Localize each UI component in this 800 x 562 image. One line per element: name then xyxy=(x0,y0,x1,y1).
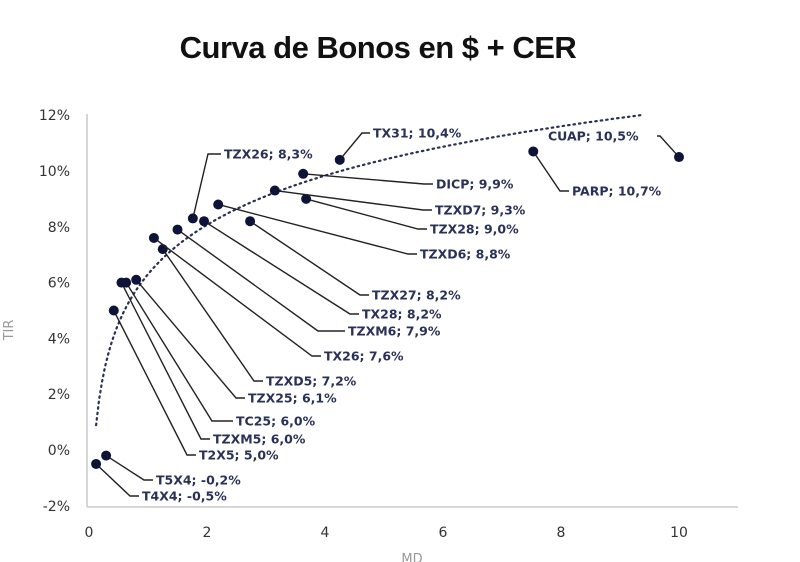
data-point xyxy=(301,193,312,204)
leader-line xyxy=(249,220,369,296)
data-label: PARP; 10,7% xyxy=(572,184,662,199)
data-point xyxy=(674,152,684,163)
data-point xyxy=(108,305,119,316)
y-tick-label: 2% xyxy=(48,387,70,403)
data-label: TZX26; 8,3% xyxy=(224,147,313,162)
y-tick-label: 12% xyxy=(39,108,70,124)
data-point-group: TZXD5; 7,2% xyxy=(157,244,357,389)
data-label: TX28; 8,2% xyxy=(362,307,442,322)
leader-line xyxy=(339,132,370,161)
leader-line xyxy=(135,279,245,399)
data-point-group: TZX28; 9,0% xyxy=(301,193,519,237)
data-label: TX26; 7,6% xyxy=(324,349,404,364)
data-point xyxy=(269,185,280,196)
data-label: TC25; 6,0% xyxy=(236,414,316,429)
leader-line xyxy=(162,248,263,382)
y-tick-label: 8% xyxy=(48,220,70,236)
x-tick-label: 8 xyxy=(557,525,566,541)
data-point xyxy=(131,274,142,285)
data-label: DICP; 9,9% xyxy=(436,177,514,192)
data-point-group: T4X4; -0,5% xyxy=(91,458,227,504)
leader-line xyxy=(303,173,433,185)
leader-line xyxy=(95,463,139,497)
leader-line xyxy=(305,198,427,230)
y-axis-label: TIR xyxy=(2,320,17,342)
data-point xyxy=(101,450,112,461)
data-label: TZXM5; 6,0% xyxy=(213,432,306,447)
leader-line xyxy=(532,151,569,192)
x-tick-label: 4 xyxy=(321,525,330,541)
data-point-group: TX26; 7,6% xyxy=(148,232,404,364)
leader-line xyxy=(125,282,233,422)
data-label: TZXD6; 8,8% xyxy=(420,247,511,262)
data-point xyxy=(199,216,210,227)
trendline xyxy=(95,113,643,427)
data-point xyxy=(245,216,256,227)
data-point-group: DICP; 9,9% xyxy=(298,168,514,192)
data-point-group: TX31; 10,4% xyxy=(334,126,462,165)
data-label: TZX27; 8,2% xyxy=(372,288,461,303)
chart-title: Curva de Bonos en $ + CER xyxy=(179,30,577,65)
leader-line xyxy=(153,237,321,357)
data-label: T5X4; -0,2% xyxy=(156,473,241,488)
data-point-group: TC25; 6,0% xyxy=(121,277,316,429)
data-label: T2X5; 5,0% xyxy=(199,448,279,463)
x-tick-label: 10 xyxy=(670,525,688,541)
data-point xyxy=(334,154,345,165)
data-point-group: TZX25; 6,1% xyxy=(131,274,337,406)
leader-line xyxy=(274,189,432,211)
data-point-group: PARP; 10,7% xyxy=(528,146,662,199)
data-point-group: TX28; 8,2% xyxy=(199,216,442,322)
y-tick-label: -2% xyxy=(43,499,70,515)
data-label: TZXD5; 7,2% xyxy=(266,374,357,389)
data-point xyxy=(91,458,102,469)
data-point-group: TZXM6; 7,9% xyxy=(172,224,441,339)
x-tick-label: 6 xyxy=(439,525,448,541)
leader-line xyxy=(105,454,153,481)
data-label: TZXD7; 9,3% xyxy=(435,203,526,218)
data-point-group: TZX26; 8,3% xyxy=(187,147,313,224)
data-point xyxy=(528,146,539,157)
data-label: T4X4; -0,5% xyxy=(142,489,227,504)
leader-line xyxy=(192,153,221,219)
x-tick-label: 2 xyxy=(203,525,212,541)
y-tick-label: 6% xyxy=(48,276,70,292)
leader-line xyxy=(177,229,345,332)
leader-line xyxy=(113,310,196,456)
data-point xyxy=(157,244,168,255)
data-point xyxy=(148,232,159,243)
data-point-group: TZXD7; 9,3% xyxy=(269,185,526,218)
leader-line xyxy=(120,282,210,440)
data-point-group: T2X5; 5,0% xyxy=(108,305,279,463)
leader-line xyxy=(218,203,417,255)
data-point-group: TZX27; 8,2% xyxy=(245,216,461,303)
leader-line xyxy=(657,135,680,158)
data-point-group: T5X4; -0,2% xyxy=(101,450,241,488)
data-point-group: TZXD6; 8,8% xyxy=(213,199,511,262)
data-point xyxy=(172,224,183,235)
y-tick-label: 4% xyxy=(48,331,70,347)
data-label: TZXM6; 7,9% xyxy=(348,324,441,339)
data-point xyxy=(187,213,198,224)
x-axis-label: MD xyxy=(401,552,422,562)
x-tick-label: 0 xyxy=(85,525,94,541)
data-point-group: CUAP; 10,5% xyxy=(548,129,684,163)
y-tick-label: 0% xyxy=(48,443,70,459)
data-point xyxy=(213,199,224,210)
data-label: TX31; 10,4% xyxy=(373,126,462,141)
data-point xyxy=(298,168,309,179)
leader-line xyxy=(203,220,359,315)
data-label: TZX25; 6,1% xyxy=(248,391,337,406)
data-label: TZX28; 9,0% xyxy=(430,222,519,237)
data-point xyxy=(121,277,132,288)
y-tick-label: 10% xyxy=(39,164,70,180)
data-label: CUAP; 10,5% xyxy=(548,129,639,144)
